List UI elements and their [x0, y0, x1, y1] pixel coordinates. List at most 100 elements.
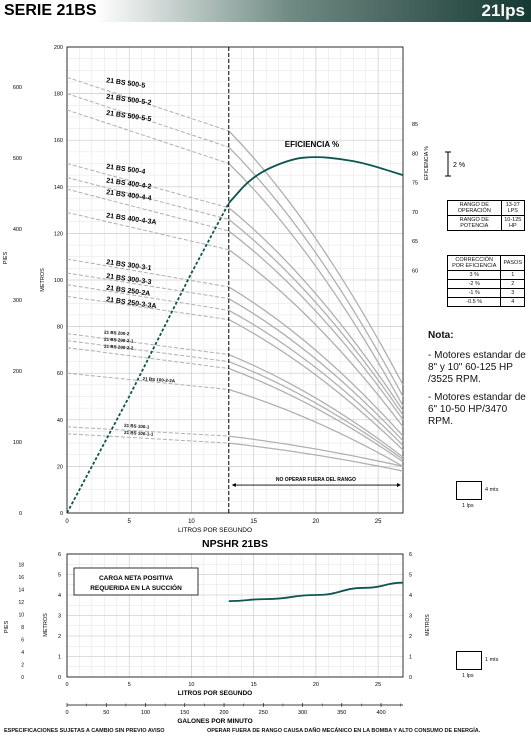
series-label: 21 BS 250-3-3A [106, 296, 157, 310]
pump-curve-dashed [66, 347, 229, 370]
table-row: 3 % 1 [446, 270, 525, 280]
y2-tick-label: 18 [18, 563, 24, 569]
table-cell: -1 % [446, 288, 502, 298]
y-tick-label: 4 [58, 593, 61, 599]
y-tick-label: 2 [58, 634, 61, 640]
legend-box-label: 4 mts [485, 487, 499, 493]
pump-curve-dashed [66, 426, 229, 437]
y2-tick-label: 4 [21, 650, 24, 656]
pump-curve-solid [228, 163, 404, 407]
y-right-tick-label: 6 [409, 552, 412, 558]
npshr-curve [228, 581, 404, 603]
table-row: CORRECCIÓN POR EFICIENCIA PASOS [446, 255, 525, 271]
x-tick-label: 5 [128, 682, 131, 688]
series-label: 21 BS 250-2A [106, 285, 151, 298]
table-row: RANGO DE POTENCIA 10-125 HP [447, 215, 526, 231]
pump-curve-dashed [66, 163, 229, 209]
legend-box-label: 1 mts [485, 657, 499, 663]
pump-curve-solid [228, 249, 404, 428]
eff-tick-label: 65 [412, 239, 418, 245]
gpm-tick-label: 100 [141, 710, 150, 716]
legend-box [456, 651, 482, 670]
pump-curve-solid [228, 360, 404, 460]
x-axis-label: LITROS POR SEGUNDO [178, 527, 252, 534]
gpm-tick-label: 350 [337, 710, 346, 716]
series-title: SERIE 21BS [4, 2, 97, 19]
x-tick-label: 15 [251, 682, 257, 688]
x-tick-label: 10 [188, 682, 194, 688]
x-tick-label: 15 [250, 519, 257, 525]
pump-curve-dashed [66, 109, 229, 164]
table-cell: 3 % [446, 270, 502, 280]
x-tick-label: 0 [65, 519, 69, 525]
efficiency-scale-mark: 2 % [445, 151, 465, 177]
series-label: 21 BS 100-2-2A [142, 376, 176, 383]
table-cell: 3 [500, 288, 525, 298]
series-label: 21 BS 200-2-1 [104, 337, 134, 344]
table-cell: 13-27 LPS [500, 200, 526, 216]
y-tick-label: 20 [57, 464, 63, 470]
pump-curve-dashed [66, 272, 229, 300]
y-right-tick-label: 5 [409, 573, 412, 579]
y-tick-label: 120 [54, 231, 63, 237]
y-tick-label: 100 [54, 278, 63, 284]
table-cell: 2 [500, 279, 525, 289]
pump-curve-dashed [66, 93, 229, 148]
y-right-tick-label: 4 [409, 593, 412, 599]
y2-tick-label: 12 [18, 600, 24, 606]
gpm-tick-label: 50 [103, 710, 109, 716]
legend-box-xlabel: 1 lps [462, 673, 474, 679]
table-cell: 4 [500, 297, 525, 307]
note-title: Nota: [428, 330, 454, 341]
eff-tick-label: 70 [412, 210, 418, 216]
y2-tick-label: 0 [19, 511, 22, 517]
x-axis-label: LITROS POR SEGUNDO [178, 690, 252, 697]
header-bar: SERIE 21BS 21lps [0, 0, 531, 22]
pump-curve-solid [228, 298, 404, 442]
y-tick-label: 160 [54, 138, 63, 144]
flow-title: 21lps [481, 1, 525, 20]
annotation-line: CARGA NETA POSITIVA [99, 575, 173, 582]
pump-curve-solid [228, 130, 404, 386]
y2-tick-label: 100 [13, 440, 22, 446]
range-table: RANGO DE OPERACIÓN 13-27 LPS RANGO DE PO… [447, 200, 526, 231]
efficiency-scale-label: 2 % [453, 162, 465, 169]
footer-left: ESPECIFICACIONES SUJETAS A CAMBIO SIN PR… [4, 728, 165, 734]
pump-curve-solid [228, 309, 404, 446]
pump-curve-solid [228, 353, 404, 458]
y-tick-label: 140 [54, 185, 63, 191]
table-row: -2 % 2 [446, 279, 525, 289]
series-label: 21 BS 100-1 [124, 423, 150, 430]
plot-frame [66, 46, 404, 514]
pump-curve-solid [228, 218, 404, 416]
legend-box-xlabel: 1 lps [462, 503, 474, 509]
pump-curve-solid [228, 388, 404, 467]
pump-curve-dashed [66, 340, 229, 363]
pump-curve-chart: 0 5 10 15 20 25 LITROS POR SEGUNDO 0 20 40 60 80 100… [3, 45, 430, 534]
pump-curve-dashed [66, 284, 229, 311]
eff-tick-label: 85 [412, 122, 418, 128]
annotation-line: REQUERIDA EN LA SUCCIÓN [90, 583, 182, 592]
x-tick-label: 25 [375, 519, 382, 525]
y-tick-label: 0 [60, 511, 63, 517]
pump-curve-dashed [66, 333, 229, 356]
y-axis-label: METROS [40, 268, 46, 292]
table-row: -1 % 3 [446, 288, 525, 298]
pump-curve-dashed [66, 76, 229, 132]
y2-tick-label: 2 [21, 663, 24, 669]
table-header: CORRECCIÓN POR EFICIENCIA [446, 255, 502, 271]
y-tick-label: 5 [58, 573, 61, 579]
table-cell: 10-125 HP [500, 215, 526, 231]
footer-right: OPERAR FUERA DE RANGO CAUSA DAÑO MECÁNIC… [207, 728, 481, 734]
pump-curve-solid [228, 442, 404, 472]
series-label: 21 BS 500-5 [106, 77, 146, 89]
plot-frame [66, 553, 404, 678]
y-tick-label: 1 [58, 655, 61, 661]
series-label: 21 BS 500-4 [106, 164, 146, 176]
note-item: - Motores estandar de 8" y 10" 60-125 HP… [428, 350, 526, 385]
x-tick-label: 25 [375, 682, 381, 688]
pump-curve-solid [228, 435, 404, 468]
eff-tick-label: 80 [412, 151, 418, 157]
eff-tick-label: 60 [412, 269, 418, 275]
